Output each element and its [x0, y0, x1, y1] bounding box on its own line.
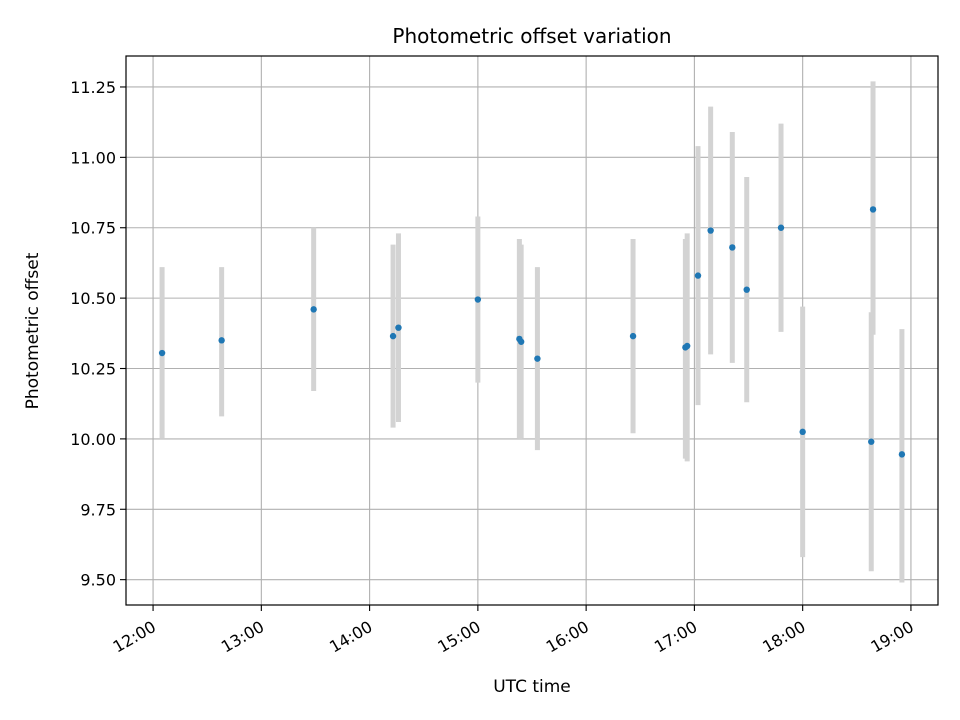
y-axis-label: Photometric offset [23, 252, 43, 409]
plot-frame [125, 55, 939, 606]
data-point [898, 451, 906, 458]
data-point [799, 428, 806, 436]
y-tick-label: 10.50 [70, 289, 116, 308]
y-tick-label: 9.75 [80, 500, 116, 519]
y-tick-label: 10.00 [70, 430, 116, 449]
data-point [683, 342, 691, 350]
data-point [694, 272, 702, 279]
chart-title: Photometric offset variation [392, 24, 671, 48]
data-point [474, 296, 482, 303]
data-point [158, 349, 166, 357]
data-point [310, 306, 317, 313]
data-point [869, 206, 877, 213]
y-tick-label: 9.50 [80, 571, 116, 590]
y-tick-label: 11.25 [70, 78, 116, 97]
data-points [158, 206, 906, 458]
y-tick-label: 11.00 [70, 148, 116, 167]
data-point [868, 438, 875, 445]
data-point [218, 337, 225, 344]
data-point [629, 332, 637, 340]
data-point [777, 224, 785, 231]
y-tick-label: 10.75 [70, 219, 116, 238]
data-point [517, 338, 525, 345]
data-point [729, 244, 736, 251]
y-tick-label: 10.25 [70, 360, 116, 379]
y-axis-ticks: 9.50 9.75 10.00 10.25 10.50 10.75 11.00 11.25 [70, 78, 126, 590]
x-axis-label: UTC time [493, 677, 571, 697]
data-point [389, 332, 397, 340]
data-point [395, 324, 402, 331]
data-point [707, 227, 714, 234]
data-point [534, 355, 541, 362]
data-point [743, 286, 750, 293]
